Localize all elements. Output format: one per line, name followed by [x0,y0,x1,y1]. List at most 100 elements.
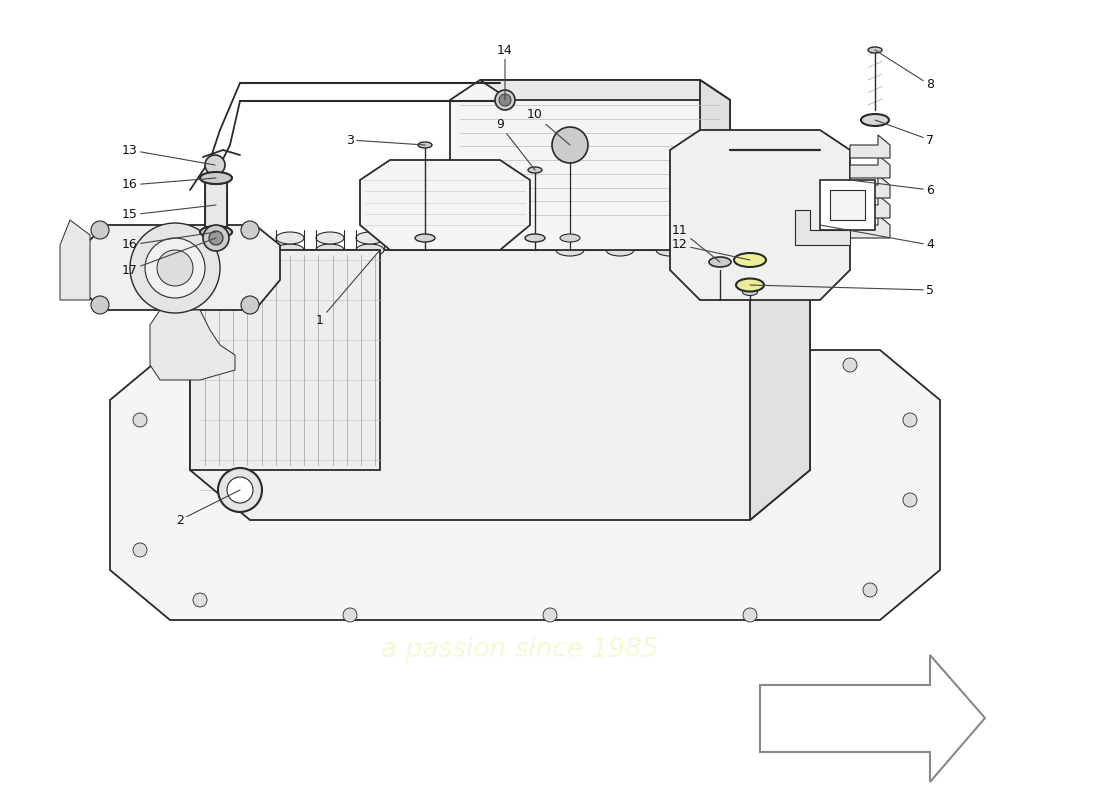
Polygon shape [60,220,90,300]
Polygon shape [80,225,280,310]
Circle shape [742,608,757,622]
Ellipse shape [736,278,764,291]
Text: 1: 1 [316,250,380,326]
Text: 2: 2 [176,490,240,526]
Ellipse shape [710,257,732,267]
Polygon shape [190,250,810,520]
Ellipse shape [556,244,584,256]
Circle shape [192,593,207,607]
Text: 11: 11 [672,223,721,262]
Circle shape [543,608,557,622]
Circle shape [241,221,258,239]
Text: 4: 4 [820,225,934,251]
Polygon shape [850,135,890,158]
Text: 16: 16 [122,178,216,191]
Text: 8: 8 [874,50,934,91]
Ellipse shape [406,222,434,234]
Ellipse shape [205,226,227,234]
Circle shape [552,127,589,163]
Polygon shape [700,80,730,250]
Text: 7: 7 [874,120,934,146]
Ellipse shape [525,234,544,242]
Ellipse shape [276,232,304,244]
Ellipse shape [205,175,227,185]
Text: 13: 13 [122,143,214,165]
Ellipse shape [316,232,344,244]
Ellipse shape [868,47,882,53]
Circle shape [843,358,857,372]
Polygon shape [750,250,810,520]
Circle shape [213,358,227,372]
Ellipse shape [406,234,434,246]
Ellipse shape [706,242,734,254]
Ellipse shape [742,289,758,295]
Ellipse shape [356,232,384,244]
Polygon shape [850,195,890,218]
Circle shape [130,223,220,313]
Polygon shape [190,250,380,470]
Circle shape [91,221,109,239]
Circle shape [241,296,258,314]
Polygon shape [850,155,890,178]
Circle shape [91,296,109,314]
Text: 10: 10 [527,109,570,145]
Ellipse shape [560,234,580,242]
Circle shape [209,231,223,245]
Ellipse shape [200,226,232,238]
Polygon shape [850,215,890,238]
Ellipse shape [418,142,432,148]
Polygon shape [360,160,530,250]
Circle shape [499,94,512,106]
Circle shape [864,583,877,597]
Ellipse shape [706,254,734,266]
Polygon shape [670,130,850,300]
Polygon shape [760,655,984,782]
Ellipse shape [861,114,889,126]
Ellipse shape [606,232,634,244]
FancyBboxPatch shape [205,180,227,230]
Ellipse shape [506,234,534,246]
Polygon shape [150,310,235,380]
Ellipse shape [734,253,766,267]
Text: europarts: europarts [246,346,854,454]
Circle shape [133,413,147,427]
Polygon shape [850,175,890,198]
Circle shape [495,90,515,110]
Text: 3: 3 [346,134,425,146]
Text: 17: 17 [122,238,216,277]
Ellipse shape [456,234,484,246]
Text: a passion since 1985: a passion since 1985 [382,637,659,663]
Circle shape [133,543,147,557]
Ellipse shape [456,222,484,234]
Circle shape [218,468,262,512]
Circle shape [393,353,407,367]
Ellipse shape [556,232,584,244]
Polygon shape [450,80,730,250]
FancyBboxPatch shape [820,180,874,230]
Ellipse shape [200,172,232,184]
Ellipse shape [656,244,684,256]
Text: 16: 16 [122,232,216,251]
Ellipse shape [606,244,634,256]
Circle shape [157,250,192,286]
Polygon shape [110,350,940,620]
Circle shape [343,608,358,622]
Circle shape [205,155,225,175]
Ellipse shape [316,244,344,256]
Circle shape [903,493,917,507]
Ellipse shape [356,244,384,256]
Ellipse shape [528,167,542,173]
Ellipse shape [506,222,534,234]
Ellipse shape [415,234,434,242]
Polygon shape [795,210,850,245]
Circle shape [204,225,229,251]
Text: 14: 14 [497,43,513,100]
FancyBboxPatch shape [830,190,865,220]
Ellipse shape [656,232,684,244]
Circle shape [644,353,657,367]
Circle shape [903,413,917,427]
Ellipse shape [276,244,304,256]
Text: 15: 15 [122,205,216,222]
Circle shape [145,238,205,298]
Text: 6: 6 [850,180,934,197]
